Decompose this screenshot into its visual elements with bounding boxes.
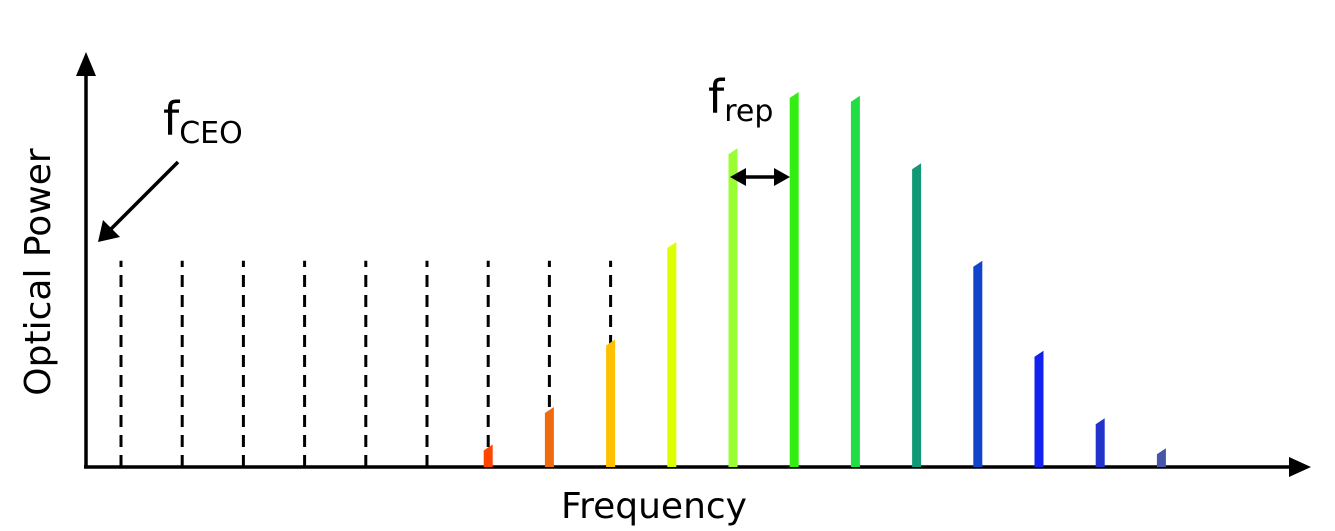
comb-tooth-12: [1156, 448, 1166, 467]
comb-tooth-5: [728, 148, 738, 467]
comb-tooth-8: [912, 163, 922, 467]
fceo-arrow-shaft: [106, 160, 180, 234]
frep-label: frep: [708, 70, 773, 129]
fceo-annotation: fCEO: [98, 92, 243, 242]
fceo-label: fCEO: [163, 92, 243, 151]
comb-tooth-6: [789, 92, 799, 467]
frep-label-main: f: [708, 70, 726, 124]
fceo-label-sub: CEO: [179, 116, 243, 151]
frep-label-sub: rep: [724, 94, 773, 129]
comb-tooth-2: [544, 407, 554, 467]
comb-tooth-9: [973, 260, 983, 467]
comb-tooth-3: [606, 339, 616, 467]
comb-teeth: [483, 92, 1166, 467]
fceo-arrowhead: [98, 220, 120, 242]
x-axis-label: Frequency: [561, 486, 747, 527]
comb-tooth-1: [483, 444, 493, 467]
comb-tooth-10: [1034, 350, 1044, 467]
extrapolated-comb-lines: [119, 260, 613, 467]
comb-tooth-11: [1095, 418, 1105, 467]
frep-arrowhead-right: [774, 168, 790, 186]
axes: [76, 52, 1311, 477]
x-axis-arrowhead: [1289, 457, 1311, 477]
frep-annotation: frep: [708, 70, 790, 186]
y-axis-label: Optical Power: [18, 148, 59, 396]
frep-arrowhead-left: [730, 168, 746, 186]
comb-tooth-4: [667, 242, 677, 467]
comb-tooth-7: [850, 95, 860, 467]
fceo-label-main: f: [163, 92, 181, 146]
y-axis-arrowhead: [76, 52, 96, 76]
